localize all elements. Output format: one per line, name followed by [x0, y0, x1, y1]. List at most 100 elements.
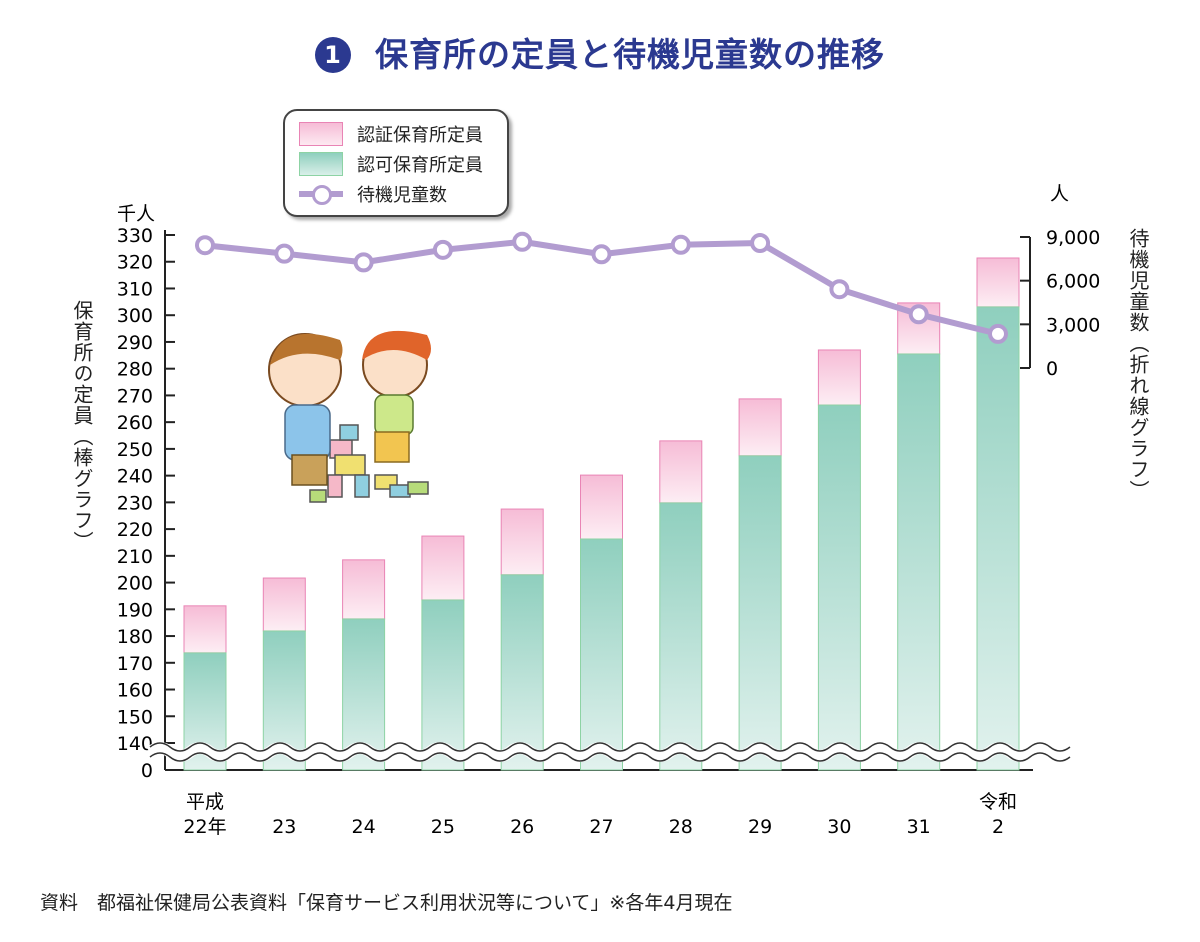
- left-tick-label: 300: [117, 305, 153, 327]
- line-point: [195, 235, 215, 256]
- x-tick-label: 2: [992, 816, 1004, 838]
- bar-ninsho: [342, 559, 386, 620]
- line-point: [353, 252, 374, 273]
- toy-block: [389, 484, 411, 498]
- line-point: [750, 233, 771, 254]
- toy-block: [327, 474, 343, 498]
- line-point: [670, 234, 691, 255]
- x-tick-label: 30: [827, 816, 851, 838]
- legend-label: 認可保育所定員: [357, 155, 483, 176]
- legend-swatch-green: [299, 152, 343, 176]
- left-tick-label: 140: [117, 733, 153, 755]
- x-tick-label: 27: [589, 816, 613, 838]
- line-point: [591, 244, 612, 265]
- line-point: [274, 243, 295, 264]
- line-point: [512, 231, 533, 252]
- bar-ninka: [817, 404, 861, 771]
- left-tick-label: 210: [117, 546, 153, 568]
- bar-ninka: [500, 574, 544, 771]
- title-text: 保育所の定員と待機児童数の推移: [375, 35, 885, 74]
- bar-ninsho: [738, 398, 782, 457]
- left-tick-label: 0: [141, 760, 153, 782]
- bar-ninka: [580, 538, 623, 771]
- child-pants: [374, 431, 410, 463]
- chart-title: 1 保育所の定員と待機児童数の推移: [0, 28, 1200, 76]
- children-illustration: [268, 330, 431, 503]
- right-tick-label: 6,000: [1046, 271, 1100, 293]
- x-tick-label: 31: [907, 816, 931, 838]
- left-tick-label: 220: [117, 519, 153, 541]
- child-body: [374, 394, 414, 436]
- child-hair: [270, 333, 343, 365]
- legend-label: 認証保育所定員: [357, 125, 483, 146]
- toy-block: [334, 454, 366, 476]
- x-tick-label: 24: [352, 816, 376, 838]
- left-axis-unit: 千人: [117, 203, 155, 225]
- bar-ninsho: [817, 349, 861, 406]
- x-tick-label: 23: [272, 816, 296, 838]
- source-note: 資料 都福祉保健局公表資料「保育サービス利用状況等について」※各年4月現在: [40, 892, 733, 914]
- bar-ninsho: [500, 508, 544, 576]
- legend-label: 待機児童数: [357, 185, 447, 206]
- left-tick-label: 260: [117, 412, 153, 434]
- x-tick-label: 26: [510, 816, 534, 838]
- left-tick-label: 320: [117, 252, 153, 274]
- legend-item: 認可保育所定員: [299, 151, 483, 177]
- legend-line-marker-icon: [299, 182, 343, 206]
- toy-block: [339, 424, 359, 441]
- left-tick-label: 200: [117, 573, 153, 595]
- right-tick-label: 3,000: [1046, 314, 1100, 336]
- x-tick-label: 29: [748, 816, 772, 838]
- x-tick-label: 25: [431, 816, 455, 838]
- left-tick-label: 160: [117, 680, 153, 702]
- child-pants: [291, 454, 328, 486]
- x-tick-label: 平成: [186, 791, 224, 813]
- left-tick-label: 150: [117, 706, 153, 728]
- right-axis-unit: 人: [1050, 183, 1069, 205]
- left-tick-label: 330: [117, 225, 153, 247]
- legend: 認証保育所定員 認可保育所定員 待機児童数: [283, 109, 509, 217]
- axis-break-line: [149, 752, 1071, 762]
- left-tick-label: 180: [117, 626, 153, 648]
- axis-break-fill: [146, 742, 1074, 762]
- legend-item: 待機児童数: [299, 181, 447, 207]
- left-tick-label: 280: [117, 359, 153, 381]
- x-tick-label: 22年: [183, 816, 226, 838]
- x-tick-label: 令和: [979, 791, 1017, 813]
- toy-block: [354, 474, 370, 498]
- legend-swatch-pink: [299, 122, 343, 146]
- line-point: [829, 279, 850, 300]
- bar-ninka: [738, 455, 782, 771]
- left-tick-label: 310: [117, 278, 153, 300]
- left-tick-label: 170: [117, 653, 153, 675]
- right-tick-label: 9,000: [1046, 227, 1100, 249]
- x-tick-label: 28: [669, 816, 693, 838]
- bar-ninsho: [580, 474, 623, 540]
- bar-ninsho: [183, 605, 227, 654]
- left-tick-label: 270: [117, 385, 153, 407]
- right-axis-label: 待機児童数（折れ線グラフ）: [1126, 228, 1150, 501]
- line-point: [908, 304, 929, 325]
- child-hair: [362, 330, 431, 360]
- bar-ninsho: [976, 257, 1020, 308]
- left-tick-label: 240: [117, 466, 153, 488]
- title-number: 1: [315, 37, 351, 73]
- left-tick-label: 230: [117, 492, 153, 514]
- bar-ninsho: [421, 535, 465, 601]
- left-tick-label: 250: [117, 439, 153, 461]
- bar-ninka: [421, 599, 465, 771]
- bar-ninka: [659, 502, 703, 771]
- left-axis-label: 保育所の定員（棒グラフ）: [70, 300, 94, 552]
- legend-item: 認証保育所定員: [299, 121, 483, 147]
- toy-block: [309, 489, 327, 503]
- line-point: [988, 323, 1008, 344]
- left-tick-label: 290: [117, 332, 153, 354]
- bar-ninka: [897, 353, 941, 771]
- toy-block: [407, 481, 429, 495]
- left-tick-label: 190: [117, 599, 153, 621]
- line-point: [432, 239, 453, 260]
- bar-ninsho: [262, 577, 306, 632]
- right-tick-label: 0: [1046, 358, 1058, 380]
- bar-ninka: [976, 306, 1020, 771]
